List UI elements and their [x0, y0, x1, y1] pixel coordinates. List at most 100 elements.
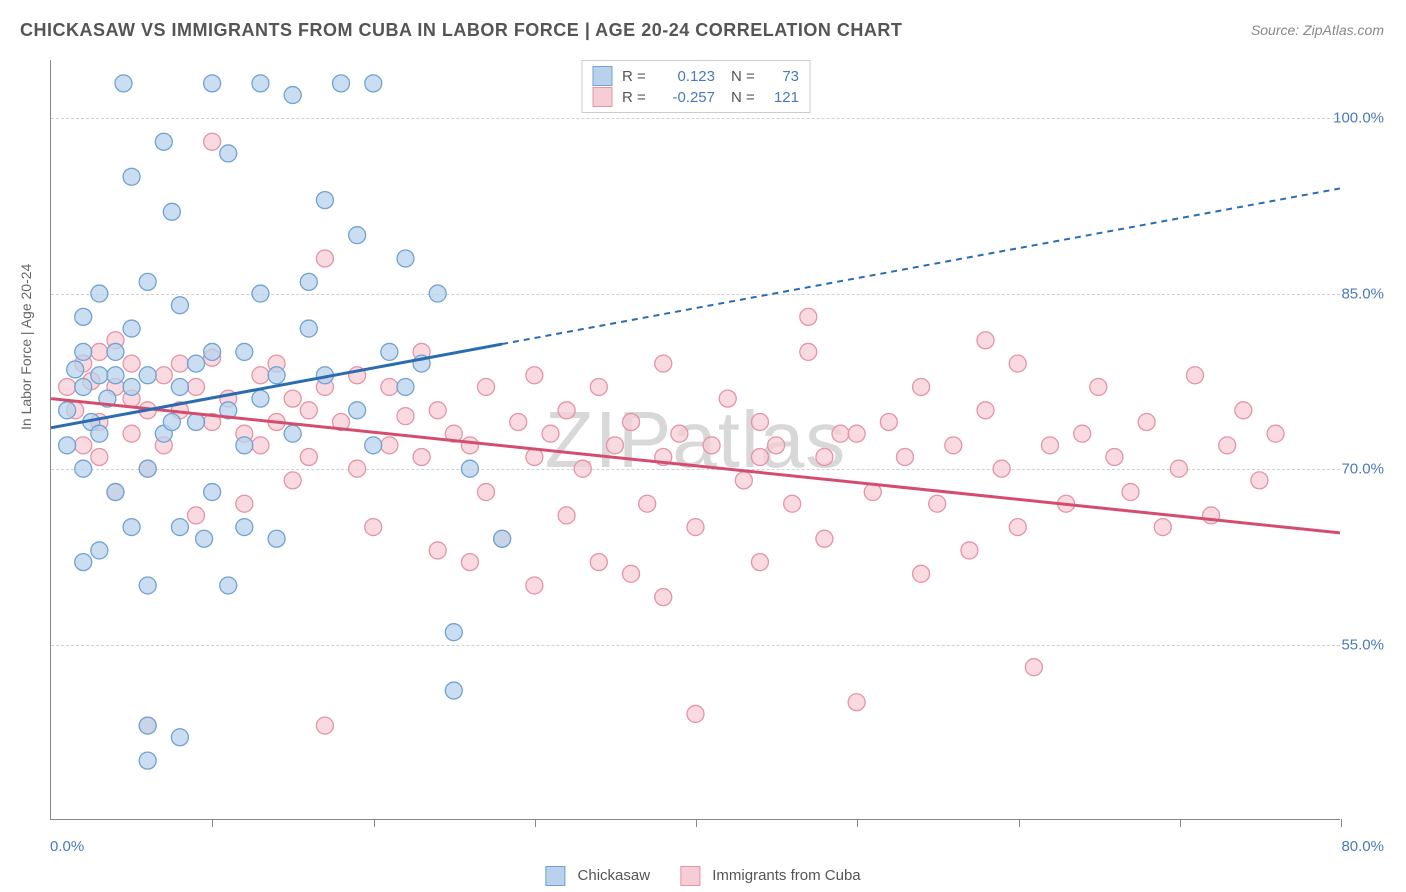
scatter-point — [590, 554, 607, 571]
scatter-point — [1025, 659, 1042, 676]
scatter-point — [896, 449, 913, 466]
scatter-point — [163, 203, 180, 220]
scatter-point — [252, 285, 269, 302]
scatter-point — [284, 472, 301, 489]
scatter-point — [300, 273, 317, 290]
scatter-point — [800, 343, 817, 360]
legend-swatch-a — [592, 66, 612, 86]
scatter-point — [139, 273, 156, 290]
scatter-point — [655, 355, 672, 372]
legend-swatch-b — [592, 87, 612, 107]
scatter-point — [719, 390, 736, 407]
scatter-point — [333, 75, 350, 92]
scatter-point — [268, 367, 285, 384]
scatter-point — [171, 355, 188, 372]
scatter-point — [381, 437, 398, 454]
source-attribution: Source: ZipAtlas.com — [1251, 22, 1384, 38]
scatter-point — [300, 449, 317, 466]
scatter-point — [59, 402, 76, 419]
scatter-point — [155, 133, 172, 150]
scatter-point — [1154, 519, 1171, 536]
scatter-point — [139, 577, 156, 594]
scatter-point — [284, 390, 301, 407]
scatter-point — [163, 413, 180, 430]
scatter-point — [75, 308, 92, 325]
scatter-point — [188, 507, 205, 524]
scatter-point — [961, 542, 978, 559]
scatter-point — [139, 367, 156, 384]
scatter-point — [171, 519, 188, 536]
scatter-point — [381, 378, 398, 395]
scatter-point — [365, 75, 382, 92]
legend-swatch-a-icon — [545, 866, 565, 886]
scatter-point — [75, 378, 92, 395]
scatter-point — [204, 133, 221, 150]
scatter-point — [220, 145, 237, 162]
legend-label-b: Immigrants from Cuba — [712, 867, 860, 884]
r-label: R = — [622, 68, 650, 85]
scatter-point — [461, 460, 478, 477]
scatter-point — [107, 484, 124, 501]
scatter-point — [59, 437, 76, 454]
scatter-point — [671, 425, 688, 442]
scatter-point — [1138, 413, 1155, 430]
scatter-point — [115, 75, 132, 92]
scatter-point — [236, 343, 253, 360]
scatter-point — [848, 694, 865, 711]
y-tick-label: 100.0% — [1333, 110, 1384, 127]
scatter-point — [91, 367, 108, 384]
scatter-point — [816, 530, 833, 547]
y-tick-label: 70.0% — [1341, 461, 1384, 478]
scatter-point — [59, 378, 76, 395]
scatter-point — [784, 495, 801, 512]
n-value-a: 73 — [769, 68, 799, 85]
r-value-b: -0.257 — [660, 89, 715, 106]
legend-item-b: Immigrants from Cuba — [680, 866, 861, 886]
scatter-point — [945, 437, 962, 454]
scatter-point — [429, 285, 446, 302]
x-tick — [857, 819, 858, 827]
scatter-point — [171, 378, 188, 395]
x-tick — [374, 819, 375, 827]
scatter-point — [623, 413, 640, 430]
legend-row-series-b: R = -0.257 N = 121 — [592, 87, 799, 107]
scatter-point — [413, 449, 430, 466]
x-tick — [1341, 819, 1342, 827]
scatter-point — [91, 542, 108, 559]
scatter-point — [445, 682, 462, 699]
y-tick-label: 55.0% — [1341, 636, 1384, 653]
scatter-point — [316, 250, 333, 267]
scatter-point — [832, 425, 849, 442]
scatter-point — [236, 495, 253, 512]
scatter-point — [913, 565, 930, 582]
scatter-point — [381, 343, 398, 360]
scatter-point — [1267, 425, 1284, 442]
scatter-point — [67, 361, 84, 378]
scatter-point — [478, 484, 495, 501]
scatter-point — [751, 413, 768, 430]
scatter-point — [655, 589, 672, 606]
scatter-point — [1122, 484, 1139, 501]
scatter-point — [977, 402, 994, 419]
scatter-svg — [51, 60, 1340, 819]
series-legend: Chickasaw Immigrants from Cuba — [545, 866, 860, 886]
chart-container: CHICKASAW VS IMMIGRANTS FROM CUBA IN LAB… — [0, 0, 1406, 892]
scatter-point — [993, 460, 1010, 477]
scatter-point — [204, 484, 221, 501]
n-label: N = — [731, 89, 759, 106]
scatter-point — [1041, 437, 1058, 454]
scatter-point — [91, 425, 108, 442]
scatter-point — [687, 519, 704, 536]
scatter-point — [349, 227, 366, 244]
scatter-point — [91, 285, 108, 302]
scatter-point — [300, 320, 317, 337]
scatter-point — [1009, 355, 1026, 372]
scatter-point — [123, 355, 140, 372]
scatter-point — [349, 402, 366, 419]
scatter-point — [848, 425, 865, 442]
scatter-point — [768, 437, 785, 454]
scatter-point — [300, 402, 317, 419]
scatter-point — [155, 367, 172, 384]
x-tick — [212, 819, 213, 827]
scatter-point — [188, 413, 205, 430]
